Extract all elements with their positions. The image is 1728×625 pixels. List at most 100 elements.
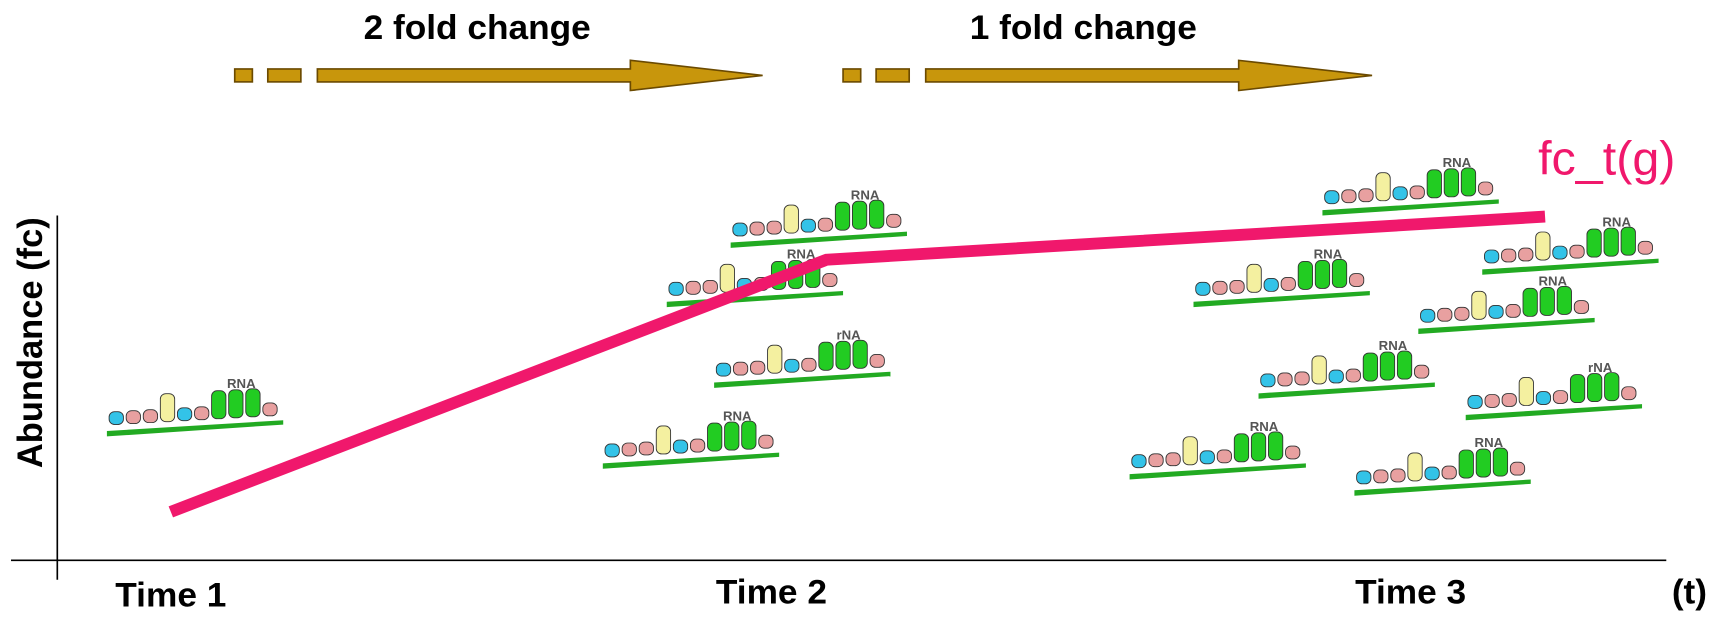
base	[1393, 187, 1407, 200]
base	[686, 281, 700, 294]
base	[1234, 434, 1248, 462]
base	[1523, 288, 1537, 316]
rna-molecule: RNA	[1322, 155, 1498, 215]
base	[835, 202, 849, 230]
base	[1247, 264, 1261, 292]
base	[1251, 433, 1265, 461]
base	[759, 435, 773, 448]
rna-label: RNA	[1475, 435, 1504, 450]
base	[690, 439, 704, 452]
base	[1149, 454, 1163, 467]
curve-label: fc_t(g)	[1538, 133, 1675, 185]
base	[263, 403, 277, 416]
time-label: Time 2	[716, 573, 827, 612]
base	[1261, 374, 1275, 387]
base	[1312, 356, 1326, 384]
base	[1478, 182, 1492, 195]
base	[1278, 373, 1292, 386]
base	[1444, 169, 1458, 197]
base	[1461, 168, 1475, 196]
rna-molecule: RNA	[1259, 338, 1435, 398]
base	[126, 411, 140, 424]
base	[1380, 352, 1394, 380]
base	[1200, 451, 1214, 464]
base	[703, 280, 717, 293]
rna-molecule: RNA	[1130, 419, 1306, 479]
base	[1410, 186, 1424, 199]
base	[750, 361, 764, 374]
base	[1553, 391, 1567, 404]
rna-label: rNA	[1588, 360, 1613, 375]
base	[1536, 232, 1550, 260]
rna-molecule: RNA	[603, 408, 779, 468]
base	[1484, 250, 1498, 263]
base	[1622, 387, 1636, 400]
base	[1213, 281, 1227, 294]
base	[1519, 248, 1533, 261]
base	[1442, 466, 1456, 479]
base	[1485, 395, 1499, 408]
base	[818, 218, 832, 231]
base	[819, 342, 833, 370]
base	[716, 363, 730, 376]
base	[1286, 446, 1300, 459]
base	[160, 394, 174, 422]
base	[785, 359, 799, 372]
time-label: Time 3	[1355, 573, 1466, 612]
base	[733, 223, 747, 236]
base	[836, 341, 850, 369]
base	[1502, 394, 1516, 407]
base	[801, 219, 815, 232]
base	[1357, 471, 1371, 484]
base	[852, 201, 866, 229]
base	[1298, 261, 1312, 289]
base	[1587, 229, 1601, 257]
base	[1325, 191, 1339, 204]
base	[1510, 462, 1524, 475]
time-label: Time 1	[115, 576, 226, 615]
base	[1476, 449, 1490, 477]
base	[720, 264, 734, 292]
base	[1557, 286, 1571, 314]
rna-molecule: rNA	[714, 328, 890, 388]
base	[246, 389, 260, 417]
base	[1570, 375, 1584, 403]
base	[742, 421, 756, 449]
base	[1605, 373, 1619, 401]
base	[1329, 370, 1343, 383]
base	[1264, 278, 1278, 291]
base	[1374, 470, 1388, 483]
rna-label: RNA	[723, 408, 752, 423]
base	[673, 440, 687, 453]
base	[750, 222, 764, 235]
base	[870, 354, 884, 367]
base	[605, 444, 619, 457]
base	[1295, 372, 1309, 385]
base	[229, 390, 243, 418]
rna-molecule: RNA	[1418, 274, 1594, 334]
base	[639, 442, 653, 455]
rna-molecule: rNA	[1466, 360, 1642, 420]
rna-label: RNA	[1538, 274, 1567, 289]
base	[1359, 189, 1373, 202]
base	[1489, 305, 1503, 318]
base	[1493, 448, 1507, 476]
base	[1425, 467, 1439, 480]
rna-molecule: RNA	[667, 247, 843, 307]
base	[853, 340, 867, 368]
base	[1604, 228, 1618, 256]
rna-label: RNA	[1443, 155, 1472, 170]
base	[1536, 392, 1550, 405]
base	[1166, 453, 1180, 466]
base	[212, 391, 226, 419]
base	[1472, 291, 1486, 319]
base	[1268, 432, 1282, 460]
base	[887, 214, 901, 227]
base	[1217, 450, 1231, 463]
base	[1332, 259, 1346, 287]
base	[622, 443, 636, 456]
base	[1455, 307, 1469, 320]
arrow-label: 1 fold change	[970, 8, 1197, 47]
base	[1196, 282, 1210, 295]
base	[1342, 190, 1356, 203]
